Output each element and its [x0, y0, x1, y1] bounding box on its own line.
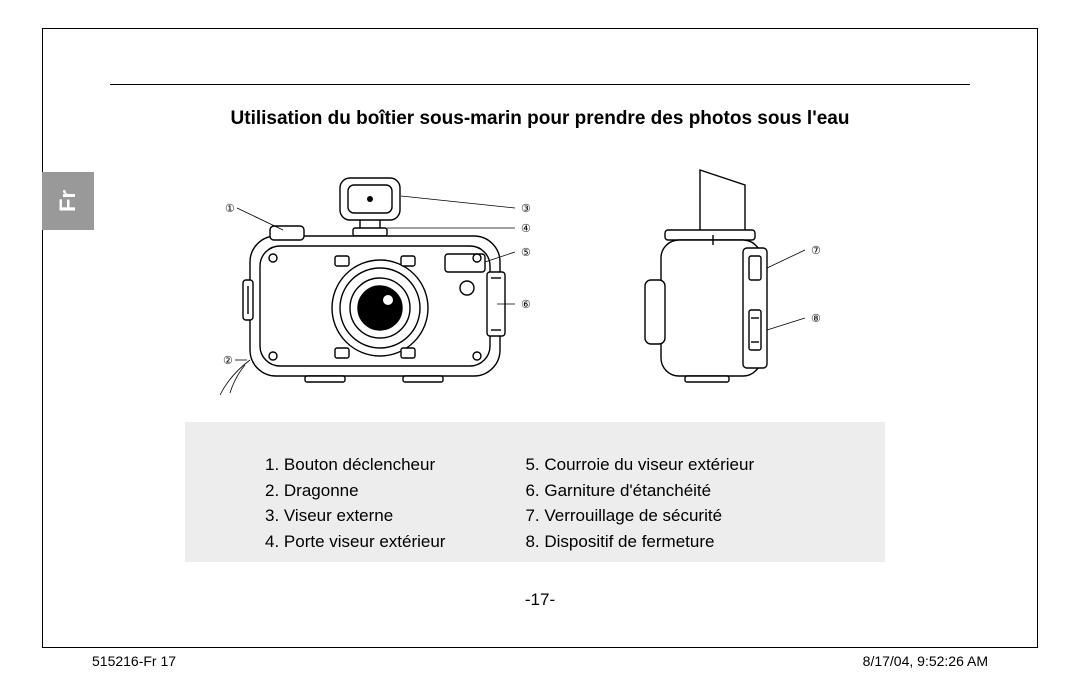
- legend-item: 2. Dragonne: [265, 478, 445, 504]
- legend-item: 8. Dispositif de fermeture: [525, 529, 754, 555]
- legend-column-2: 5. Courroie du viseur extérieur 6. Garni…: [525, 452, 754, 532]
- horizontal-rule: [110, 84, 970, 85]
- legend-item: 4. Porte viseur extérieur: [265, 529, 445, 555]
- legend-item: 3. Viseur externe: [265, 503, 445, 529]
- legend-item: 1. Bouton déclencheur: [265, 452, 445, 478]
- callout-8: ⑧: [811, 313, 821, 325]
- language-tab-text: Fr: [55, 190, 81, 212]
- footer-right: 8/17/04, 9:52:26 AM: [863, 653, 988, 669]
- callout-4: ④: [521, 223, 531, 235]
- language-tab: Fr: [42, 172, 94, 230]
- footer-left: 515216-Fr 17: [92, 653, 176, 669]
- callout-5: ⑤: [521, 247, 531, 259]
- legend-item: 5. Courroie du viseur extérieur: [525, 452, 754, 478]
- callout-1: ①: [225, 203, 235, 215]
- camera-diagrams: ① ② ③ ④ ⑤ ⑥ ⑦: [185, 160, 885, 410]
- legend-column-1: 1. Bouton déclencheur 2. Dragonne 3. Vis…: [265, 452, 445, 532]
- callout-7: ⑦: [811, 245, 821, 257]
- callout-2: ②: [223, 355, 233, 367]
- callout-3: ③: [521, 203, 531, 215]
- page-number: -17-: [0, 590, 1080, 610]
- diagram-area: ① ② ③ ④ ⑤ ⑥ ⑦: [185, 160, 885, 410]
- legend-item: 7. Verrouillage de sécurité: [525, 503, 754, 529]
- legend-item: 6. Garniture d'étanchéité: [525, 478, 754, 504]
- legend-box: 1. Bouton déclencheur 2. Dragonne 3. Vis…: [185, 422, 885, 562]
- page-title: Utilisation du boîtier sous-marin pour p…: [0, 108, 1080, 130]
- callout-6: ⑥: [521, 299, 531, 311]
